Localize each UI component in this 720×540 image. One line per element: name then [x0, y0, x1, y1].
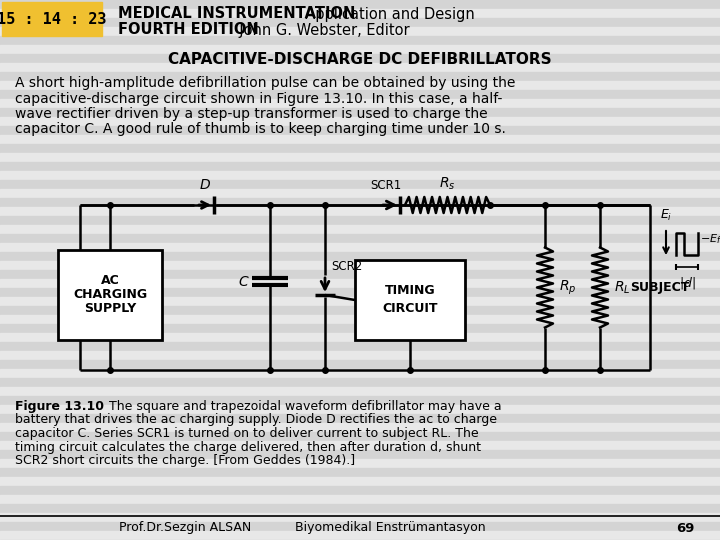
Text: A short high-amplitude defibrillation pulse can be obtained by using the: A short high-amplitude defibrillation pu… [15, 76, 516, 90]
Text: 69: 69 [676, 522, 694, 535]
Bar [0, 288, 720, 297]
Bar [0, 369, 720, 378]
Bar [0, 513, 720, 522]
Bar [0, 117, 720, 126]
Bar [0, 189, 720, 198]
Bar [355, 260, 465, 340]
Bar [0, 504, 720, 513]
Bar [0, 135, 720, 144]
Text: John G. Webster, Editor: John G. Webster, Editor [230, 23, 410, 37]
Text: D: D [199, 178, 210, 192]
Bar [0, 225, 720, 234]
Bar [0, 477, 720, 486]
Bar [0, 315, 720, 324]
Bar [0, 486, 720, 495]
Bar [0, 252, 720, 261]
Bar [0, 162, 720, 171]
Bar [0, 243, 720, 252]
Text: $|d|$: $|d|$ [679, 275, 696, 291]
Bar [0, 297, 720, 306]
Text: timing circuit calculates the charge delivered, then after duration d, shunt: timing circuit calculates the charge del… [15, 441, 481, 454]
Text: CHARGING: CHARGING [73, 288, 147, 301]
Bar [0, 279, 720, 288]
Text: TIMING: TIMING [384, 284, 436, 296]
Bar [0, 99, 720, 108]
Bar [0, 342, 720, 351]
Bar [0, 261, 720, 270]
Bar [0, 27, 720, 36]
Text: MEDICAL INSTRUMENTATION: MEDICAL INSTRUMENTATION [118, 6, 356, 22]
Bar [0, 333, 720, 342]
Bar [0, 144, 720, 153]
Text: SCR1: SCR1 [370, 179, 402, 192]
Bar [0, 36, 720, 45]
Bar [0, 423, 720, 432]
Text: Biyomedikal Enstrümantasyon: Biyomedikal Enstrümantasyon [294, 522, 485, 535]
Bar [2, 2, 102, 36]
Bar [0, 405, 720, 414]
Text: $R_s$: $R_s$ [439, 176, 456, 192]
Text: CAPACITIVE-DISCHARGE DC DEFIBRILLATORS: CAPACITIVE-DISCHARGE DC DEFIBRILLATORS [168, 52, 552, 68]
Text: Figure 13.10: Figure 13.10 [15, 400, 104, 413]
Bar [0, 414, 720, 423]
Bar [0, 9, 720, 18]
Text: FOURTH EDITION: FOURTH EDITION [118, 23, 258, 37]
Bar [0, 270, 720, 279]
Bar [0, 126, 720, 135]
Bar [0, 360, 720, 369]
Text: $R_L$: $R_L$ [614, 279, 631, 296]
Text: $E_i$: $E_i$ [660, 208, 672, 223]
Bar [0, 108, 720, 117]
Bar [0, 378, 720, 387]
Bar [0, 63, 720, 72]
Text: battery that drives the ac charging supply. Diode D rectifies the ac to charge: battery that drives the ac charging supp… [15, 414, 497, 427]
Text: SUPPLY: SUPPLY [84, 302, 136, 315]
Bar [0, 72, 720, 81]
Bar [0, 324, 720, 333]
Text: capacitor C. A good rule of thumb is to keep charging time under 10 s.: capacitor C. A good rule of thumb is to … [15, 123, 506, 137]
Text: AC: AC [101, 274, 120, 287]
Bar [0, 468, 720, 477]
Bar [0, 459, 720, 468]
Bar [0, 198, 720, 207]
Text: SCR2 short circuits the charge. [From Geddes (1984).]: SCR2 short circuits the charge. [From Ge… [15, 454, 355, 467]
Bar [0, 45, 720, 54]
Text: CIRCUIT: CIRCUIT [382, 301, 438, 314]
Bar [0, 234, 720, 243]
Text: SUBJECT: SUBJECT [630, 281, 689, 294]
Text: SCR2: SCR2 [331, 260, 362, 273]
Bar [0, 216, 720, 225]
Bar [0, 396, 720, 405]
Bar [0, 351, 720, 360]
Text: 15 : 14 : 23: 15 : 14 : 23 [0, 11, 107, 26]
Bar [0, 387, 720, 396]
Text: $-E_f$: $-E_f$ [700, 232, 720, 246]
Bar [0, 306, 720, 315]
Text: Prof.Dr.Sezgin ALSAN: Prof.Dr.Sezgin ALSAN [119, 522, 251, 535]
Bar [0, 18, 720, 27]
Text: $R_p$: $R_p$ [559, 278, 577, 296]
Bar [0, 54, 720, 63]
Bar [0, 153, 720, 162]
Bar [0, 531, 720, 540]
Text: C: C [238, 274, 248, 288]
Bar [0, 441, 720, 450]
Bar [0, 207, 720, 216]
Bar [58, 250, 162, 340]
Text: Application and Design: Application and Design [296, 6, 474, 22]
Text: capacitive-discharge circuit shown in Figure 13.10. In this case, a half-: capacitive-discharge circuit shown in Fi… [15, 91, 503, 105]
Text: capacitor C. Series SCR1 is turned on to deliver current to subject RL. The: capacitor C. Series SCR1 is turned on to… [15, 427, 479, 440]
Bar [0, 522, 720, 531]
Bar [0, 0, 720, 9]
Bar [0, 171, 720, 180]
Text: The square and trapezoidal waveform defibrillator may have a: The square and trapezoidal waveform defi… [97, 400, 502, 413]
Text: wave rectifier driven by a step-up transformer is used to charge the: wave rectifier driven by a step-up trans… [15, 107, 487, 121]
Bar [0, 180, 720, 189]
Bar [0, 81, 720, 90]
Bar [0, 432, 720, 441]
Bar [0, 450, 720, 459]
Bar [0, 495, 720, 504]
Bar [0, 90, 720, 99]
